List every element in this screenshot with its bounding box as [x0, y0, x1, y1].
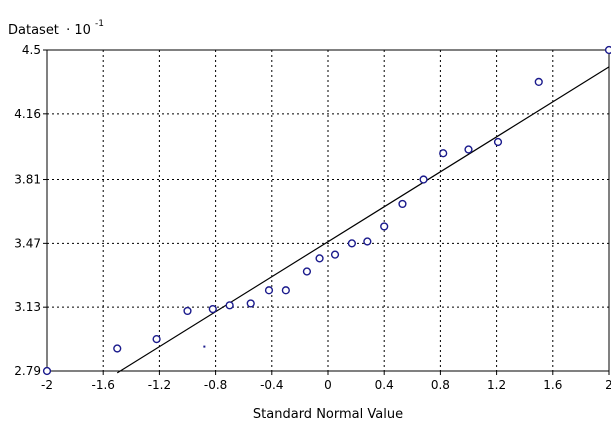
data-point: [604, 45, 611, 55]
x-tick-label: -0.4: [260, 378, 283, 392]
y-axis-label: Dataset · 10 -1: [8, 19, 104, 38]
data-point: [419, 175, 428, 184]
x-axis-label: Standard Normal Value: [253, 407, 403, 422]
grid-lines: [47, 50, 609, 371]
x-tick-label: -1.6: [91, 378, 114, 392]
data-point: [464, 145, 473, 154]
x-tick-label: 0: [324, 378, 332, 392]
x-tick-label: -0.8: [204, 378, 227, 392]
data-point: [42, 366, 52, 376]
data-point: [363, 237, 372, 246]
stray-point-mark: [203, 345, 206, 348]
y-tick-label: 3.13: [14, 300, 41, 314]
x-tick-label: -2: [41, 378, 53, 392]
data-point: [281, 286, 290, 295]
data-point: [183, 306, 192, 316]
data-points: [42, 45, 611, 376]
data-point: [493, 137, 503, 147]
y-tick-label: 2.79: [14, 364, 41, 378]
y-axis-label-multiplier: · 10: [66, 23, 91, 38]
data-point: [315, 254, 324, 263]
data-point: [439, 149, 448, 158]
data-point: [225, 301, 234, 310]
y-axis-ticks: 2.79 3.13 3.47 3.81 4.16 4.5: [14, 43, 47, 378]
data-point: [264, 286, 274, 295]
x-axis-ticks: -2 -1.6 -1.2 -0.8 -0.4 0 0.4 0.8 1.2 1.6 2: [41, 371, 611, 392]
y-axis-label-exponent: -1: [95, 19, 104, 29]
y-tick-label: 3.47: [14, 236, 41, 250]
data-point: [246, 299, 255, 308]
data-point: [398, 199, 407, 209]
data-point: [113, 344, 122, 353]
fit-line: [116, 66, 610, 374]
x-tick-label: -1.2: [148, 378, 171, 392]
data-point: [208, 304, 217, 314]
y-axis-label-text: Dataset: [8, 23, 59, 38]
data-point: [380, 222, 389, 231]
data-point: [330, 250, 340, 259]
x-tick-label: 2: [605, 378, 611, 392]
y-tick-label: 4.16: [14, 107, 41, 121]
x-tick-label: 0.8: [431, 378, 450, 392]
data-point: [347, 239, 356, 248]
data-point: [152, 334, 161, 344]
x-tick-label: 1.6: [543, 378, 562, 392]
x-tick-label: 0.4: [375, 378, 394, 392]
data-point: [534, 77, 543, 87]
svg-text:Dataset · 10 -1: Dataset · 10 -1: [8, 19, 104, 38]
x-tick-label: 1.2: [487, 378, 506, 392]
y-tick-label: 3.81: [14, 173, 41, 187]
data-point: [302, 267, 312, 276]
y-tick-label: 4.5: [22, 43, 41, 57]
reference-line: [116, 66, 610, 374]
